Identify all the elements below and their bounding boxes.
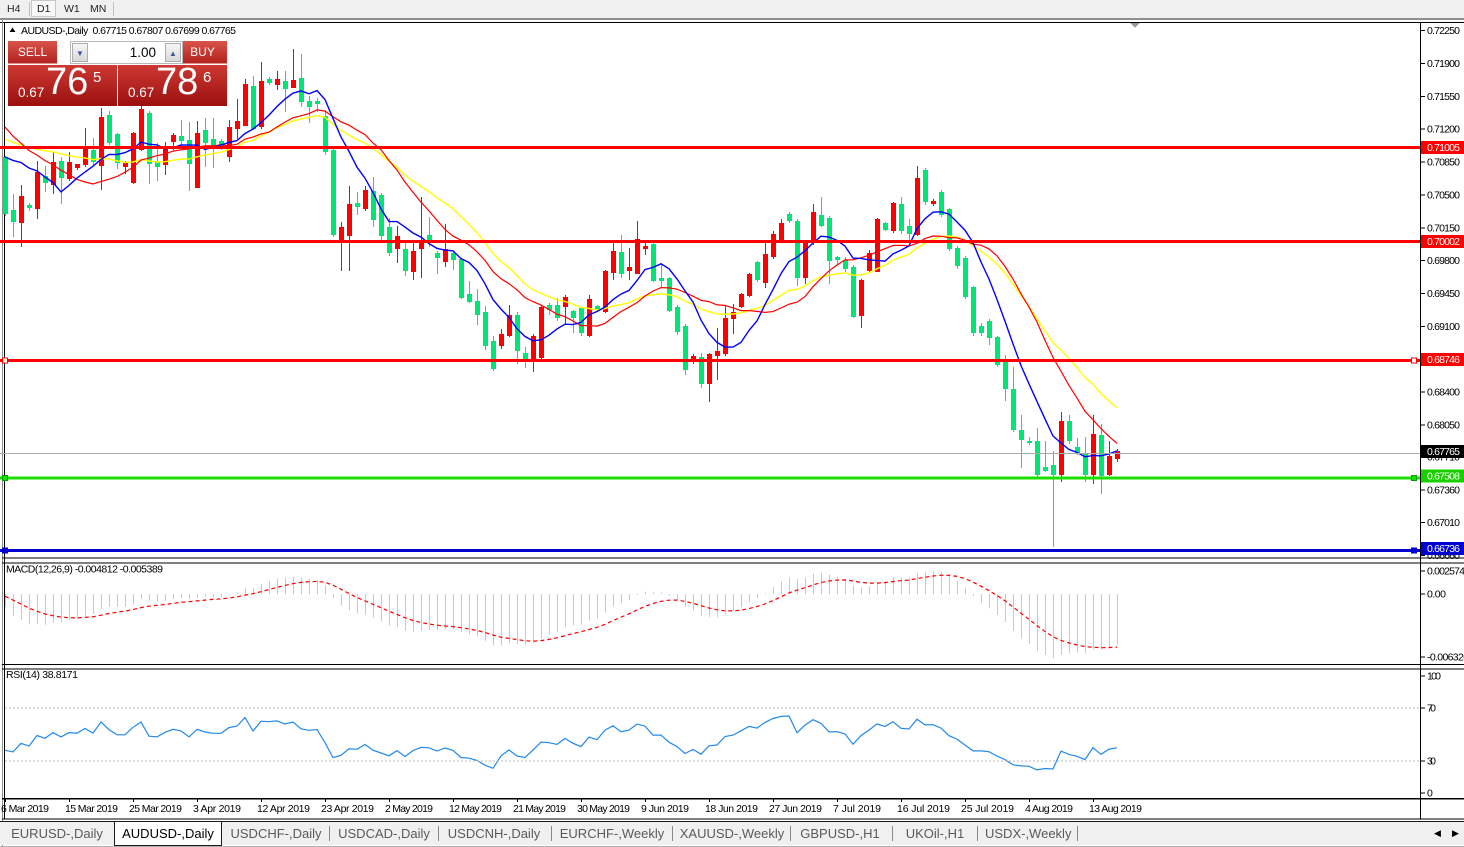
svg-text:0.67010: 0.67010 bbox=[1427, 517, 1460, 529]
svg-text:0.69450: 0.69450 bbox=[1427, 288, 1460, 300]
svg-text:0.67360: 0.67360 bbox=[1427, 484, 1460, 496]
svg-text:0.69100: 0.69100 bbox=[1427, 321, 1460, 333]
svg-text:0.70150: 0.70150 bbox=[1427, 222, 1460, 234]
svg-text:13 Aug 2019: 13 Aug 2019 bbox=[1089, 803, 1142, 815]
svg-text:27 Jun 2019: 27 Jun 2019 bbox=[769, 803, 822, 815]
svg-text:MACD(12,26,9) -0.004812 -0.005: MACD(12,26,9) -0.004812 -0.005389 bbox=[6, 564, 163, 576]
svg-text:0.67508: 0.67508 bbox=[1427, 470, 1460, 482]
svg-text:12 May 2019: 12 May 2019 bbox=[449, 803, 502, 815]
svg-text:0.72250: 0.72250 bbox=[1427, 25, 1460, 37]
svg-text:3 Apr 2019: 3 Apr 2019 bbox=[193, 803, 241, 815]
svg-text:30 May 2019: 30 May 2019 bbox=[577, 803, 630, 815]
svg-text:2 May 2019: 2 May 2019 bbox=[385, 803, 433, 815]
svg-text:0.69800: 0.69800 bbox=[1427, 255, 1460, 267]
svg-text:AUDUSD-,Daily 0.67715 0.67807: AUDUSD-,Daily 0.67715 0.67807 0.67699 0.… bbox=[21, 25, 236, 37]
svg-text:0.70002: 0.70002 bbox=[1427, 236, 1460, 248]
svg-text:0.71005: 0.71005 bbox=[1427, 142, 1460, 154]
svg-text:0.68746: 0.68746 bbox=[1427, 354, 1460, 366]
svg-text:15 Mar 2019: 15 Mar 2019 bbox=[65, 803, 118, 815]
svg-text:0: 0 bbox=[1427, 788, 1433, 800]
svg-text:0.68050: 0.68050 bbox=[1427, 420, 1460, 432]
svg-text:6 Mar 2019: 6 Mar 2019 bbox=[1, 803, 49, 815]
svg-text:0.67765: 0.67765 bbox=[1427, 446, 1460, 458]
svg-text:9 Jun 2019: 9 Jun 2019 bbox=[641, 803, 689, 815]
svg-text:16 Jul 2019: 16 Jul 2019 bbox=[897, 803, 950, 815]
svg-text:30: 30 bbox=[1427, 756, 1436, 768]
svg-text:0.70850: 0.70850 bbox=[1427, 157, 1460, 169]
svg-text:70: 70 bbox=[1427, 703, 1436, 715]
svg-text:0.00: 0.00 bbox=[1427, 589, 1446, 601]
svg-text:21 May 2019: 21 May 2019 bbox=[513, 803, 566, 815]
svg-text:0.71200: 0.71200 bbox=[1427, 124, 1460, 136]
svg-text:12 Apr 2019: 12 Apr 2019 bbox=[257, 803, 310, 815]
svg-text:RSI(14) 38.8171: RSI(14) 38.8171 bbox=[6, 669, 78, 681]
svg-text:23 Apr 2019: 23 Apr 2019 bbox=[321, 803, 374, 815]
svg-text:7 Jul 2019: 7 Jul 2019 bbox=[833, 803, 881, 815]
svg-text:25 Jul 2019: 25 Jul 2019 bbox=[961, 803, 1014, 815]
svg-text:18 Jun 2019: 18 Jun 2019 bbox=[705, 803, 758, 815]
svg-text:0.70500: 0.70500 bbox=[1427, 189, 1460, 201]
svg-text:0.66736: 0.66736 bbox=[1427, 543, 1460, 555]
svg-text:0.71900: 0.71900 bbox=[1427, 58, 1460, 70]
svg-text:25 Mar 2019: 25 Mar 2019 bbox=[129, 803, 182, 815]
svg-text:0.68400: 0.68400 bbox=[1427, 387, 1460, 399]
svg-text:0.002574: 0.002574 bbox=[1427, 566, 1464, 578]
svg-text:0.71550: 0.71550 bbox=[1427, 91, 1460, 103]
svg-text:-0.006326: -0.006326 bbox=[1427, 652, 1464, 664]
svg-text:100: 100 bbox=[1427, 671, 1441, 683]
svg-text:4 Aug 2019: 4 Aug 2019 bbox=[1025, 803, 1073, 815]
